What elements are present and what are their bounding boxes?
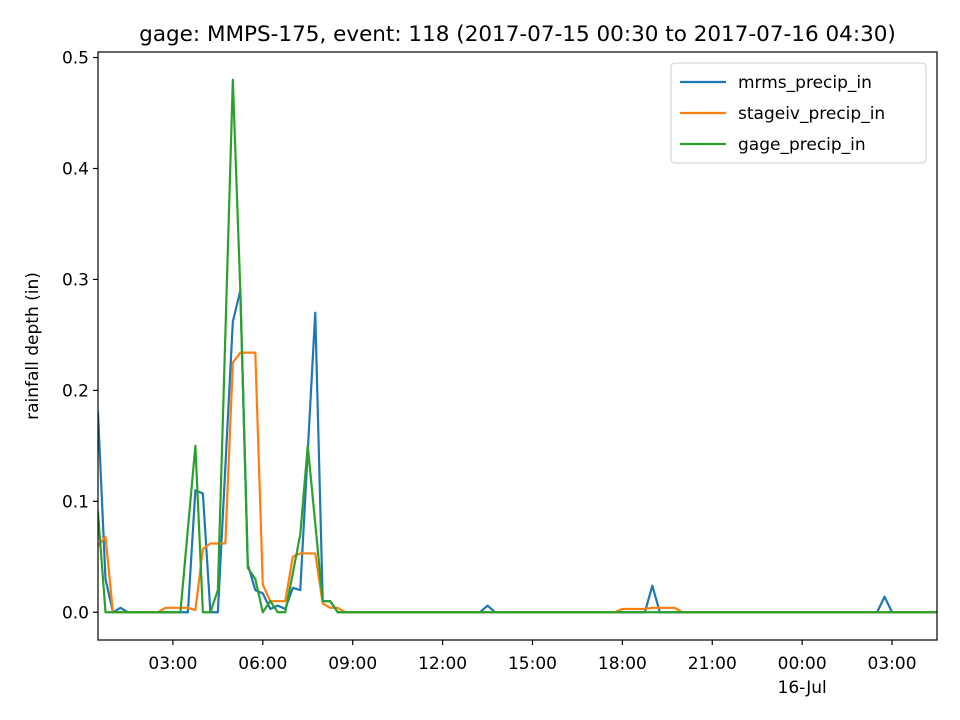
series-line-gage_precip_in bbox=[98, 78, 937, 614]
y-tick-label: 0.2 bbox=[62, 381, 89, 401]
y-tick-label: 0.1 bbox=[62, 492, 89, 512]
series-line-stageiv_precip_in bbox=[98, 351, 937, 614]
x-tick-label: 03:00 bbox=[148, 654, 197, 674]
x-tick-label: 09:00 bbox=[328, 654, 377, 674]
x-tick-label: 03:00 bbox=[868, 654, 917, 674]
series-line-mrms_precip_in bbox=[98, 289, 937, 614]
y-tick-label: 0.3 bbox=[62, 270, 89, 290]
chart-title: gage: MMPS-175, event: 118 (2017-07-15 0… bbox=[139, 22, 896, 47]
y-axis-label: rainfall depth (in) bbox=[23, 272, 43, 420]
y-tick-label: 0.4 bbox=[62, 159, 89, 179]
y-tick-label: 0.0 bbox=[62, 603, 89, 623]
x-tick-label: 18:00 bbox=[598, 654, 647, 674]
y-tick-label: 0.5 bbox=[62, 49, 89, 69]
x-axis: 03:00 06:00 09:00 12:00 15:00 18:00 21:00 00:00… bbox=[148, 640, 917, 698]
x-tick-label: 00:00 bbox=[778, 654, 827, 674]
y-axis: 0.0 0.1 0.2 0.3 0.4 0.5 bbox=[62, 49, 98, 623]
x-tick-label: 21:00 bbox=[688, 654, 737, 674]
legend-label-gage_precip_in: gage_precip_in bbox=[738, 135, 866, 155]
x-tick-label: 15:00 bbox=[508, 654, 557, 674]
legend-label-stageiv_precip_in: stageiv_precip_in bbox=[738, 104, 885, 124]
legend-label-mrms_precip_in: mrms_precip_in bbox=[738, 73, 872, 93]
legend-box bbox=[670, 62, 927, 164]
x-tick-sublabel: 16-Jul bbox=[778, 678, 827, 698]
x-tick-label: 06:00 bbox=[238, 654, 287, 674]
series-layer bbox=[98, 78, 937, 614]
axes-frame bbox=[97, 51, 938, 641]
legend: mrms_precip_in stageiv_precip_in gage_prec… bbox=[670, 62, 927, 164]
x-tick-label: 12:00 bbox=[418, 654, 467, 674]
plot-area bbox=[98, 78, 937, 614]
